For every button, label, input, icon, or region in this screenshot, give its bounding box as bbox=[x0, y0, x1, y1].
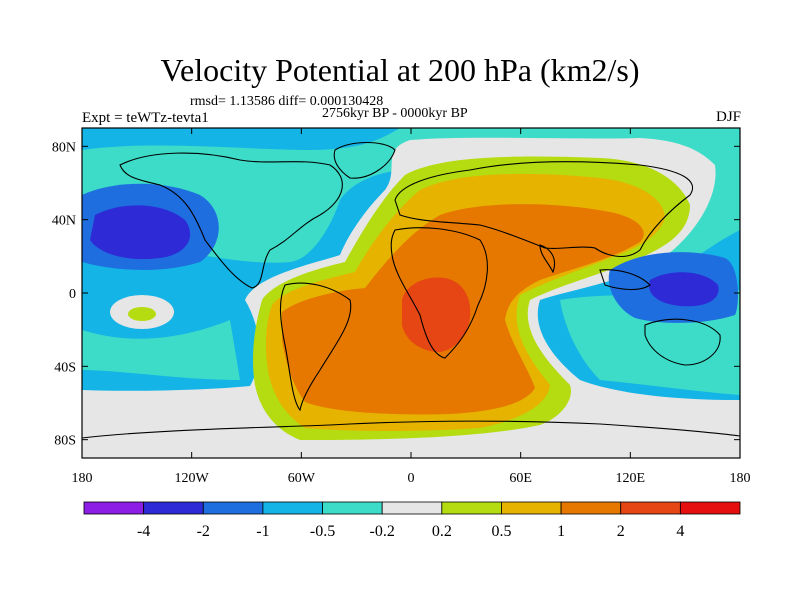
lat-tick-label: 80N bbox=[52, 140, 76, 155]
lon-tick-label: 180 bbox=[72, 471, 93, 486]
lat-tick-label: 80S bbox=[54, 434, 76, 449]
lat-tick-label: 0 bbox=[69, 287, 76, 302]
lon-tick-label: 180 bbox=[730, 471, 751, 486]
legend-level-label: -0.2 bbox=[370, 523, 395, 540]
level-band-red-orange bbox=[402, 277, 471, 352]
legend-level-label: -4 bbox=[137, 523, 150, 540]
min-center-north-pacific bbox=[90, 205, 191, 260]
legend-level-label: -1 bbox=[256, 523, 269, 540]
legend-swatch bbox=[620, 501, 681, 515]
lon-tick-label: 120E bbox=[616, 471, 646, 486]
local-max-center bbox=[128, 307, 156, 321]
lon-tick-label: 0 bbox=[408, 471, 415, 486]
axis-tick-labels: 180 120W 60W 0 60E 120E 180 80N 40N 0 40S 80S bbox=[52, 140, 751, 486]
legend-swatch bbox=[262, 501, 323, 515]
legend-swatch bbox=[679, 501, 741, 515]
coastline-antarctica bbox=[82, 420, 740, 439]
lon-tick-label: 60W bbox=[288, 471, 316, 486]
legend-level-label: 4 bbox=[676, 523, 684, 540]
coastline-north-america bbox=[119, 152, 343, 289]
coastline-south-america bbox=[279, 282, 352, 412]
coastline-australia bbox=[644, 318, 721, 366]
lon-tick-label: 60E bbox=[509, 471, 532, 486]
contour-field bbox=[82, 128, 740, 458]
time-period-label: 2756kyr BP - 0000kyr BP bbox=[322, 106, 468, 121]
legend-swatch bbox=[441, 501, 502, 515]
legend-swatch bbox=[501, 501, 562, 515]
legend-level-label: 0.5 bbox=[491, 523, 511, 540]
map-title: Velocity Potential at 200 hPa (km2/s) bbox=[160, 52, 640, 88]
legend-swatch bbox=[202, 501, 264, 515]
legend-swatch bbox=[143, 501, 204, 515]
lon-tick-label: 120W bbox=[175, 471, 210, 486]
legend-swatch bbox=[381, 501, 443, 515]
legend-level-label: -0.5 bbox=[310, 523, 335, 540]
legend-level-label: 1 bbox=[557, 523, 565, 540]
legend-level-label: 2 bbox=[617, 523, 625, 540]
coastlines bbox=[82, 142, 740, 439]
coastline-southeast-asia bbox=[599, 269, 651, 291]
min-center-west-pacific bbox=[649, 272, 719, 307]
legend-level-label: 0.2 bbox=[432, 523, 452, 540]
legend-labels: -4 -2 -1 -0.5 -0.2 0.2 0.5 1 2 4 bbox=[137, 523, 684, 540]
legend-swatches bbox=[83, 501, 741, 515]
coastline-greenland bbox=[333, 142, 396, 179]
legend-swatch bbox=[83, 501, 145, 515]
legend-swatch bbox=[560, 501, 622, 515]
legend-level-label: -2 bbox=[197, 523, 210, 540]
lat-tick-label: 40N bbox=[52, 214, 76, 229]
axis-ticks bbox=[81, 128, 741, 458]
lat-tick-label: 40S bbox=[54, 360, 76, 375]
coastline-eurasia bbox=[394, 161, 693, 258]
legend-swatch bbox=[322, 501, 383, 515]
coastline-india bbox=[539, 244, 556, 274]
rmsd-diff-stats: rmsd= 1.13586 diff= 0.000130428 bbox=[190, 94, 384, 109]
season-label: DJF bbox=[715, 109, 741, 125]
level-band-teal-south bbox=[82, 320, 240, 380]
experiment-label: Expt = teWTz-tevta1 bbox=[82, 110, 209, 126]
coastline-africa bbox=[390, 227, 488, 359]
